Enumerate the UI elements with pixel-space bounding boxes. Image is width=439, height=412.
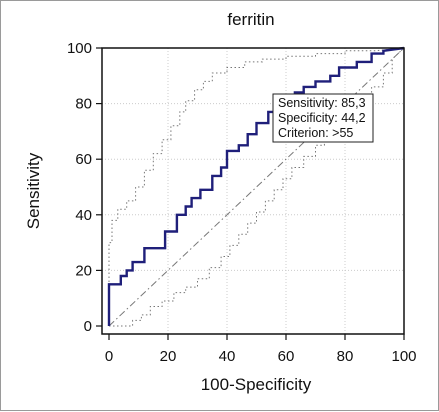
roc-curve-line xyxy=(107,46,405,326)
series-layer xyxy=(107,46,405,327)
y-tick-label-1: 20 xyxy=(75,262,92,279)
y-tick-label-2: 40 xyxy=(75,207,92,224)
x-tick-label-5: 100 xyxy=(391,348,416,365)
y-tick-label-0: 0 xyxy=(84,318,92,335)
x-tick-label-0: 0 xyxy=(105,348,113,365)
annotation-box: Sensitivity: 85,3 Specificity: 44,2 Crit… xyxy=(272,93,374,143)
annotation-frame xyxy=(272,93,374,143)
confidence-upper-line xyxy=(108,47,405,326)
x-tick-label-4: 80 xyxy=(337,348,354,365)
diagonal-line xyxy=(108,47,405,327)
y-tick-label-5: 100 xyxy=(67,40,92,57)
x-axis-label: 100-Specificity xyxy=(201,375,312,394)
annotation-criterion: Criterion: >55 xyxy=(278,126,353,140)
ticks: 0 20 40 60 80 100 0 20 40 60 80 100 xyxy=(67,40,417,365)
x-tick-label-3: 60 xyxy=(278,348,295,365)
x-tick-label-1: 20 xyxy=(160,348,177,365)
y-tick-label-3: 60 xyxy=(75,151,92,168)
y-axis-label: Sensitivity xyxy=(24,152,43,229)
y-tick-label-4: 80 xyxy=(75,96,92,113)
x-tick-label-2: 40 xyxy=(219,348,236,365)
grid xyxy=(102,48,404,334)
chart-title: ferritin xyxy=(227,10,274,29)
annotation-specificity: Specificity: 44,2 xyxy=(278,111,366,125)
plot-area-border xyxy=(101,47,405,335)
annotation-sensitivity: Sensitivity: 85,3 xyxy=(278,96,366,110)
